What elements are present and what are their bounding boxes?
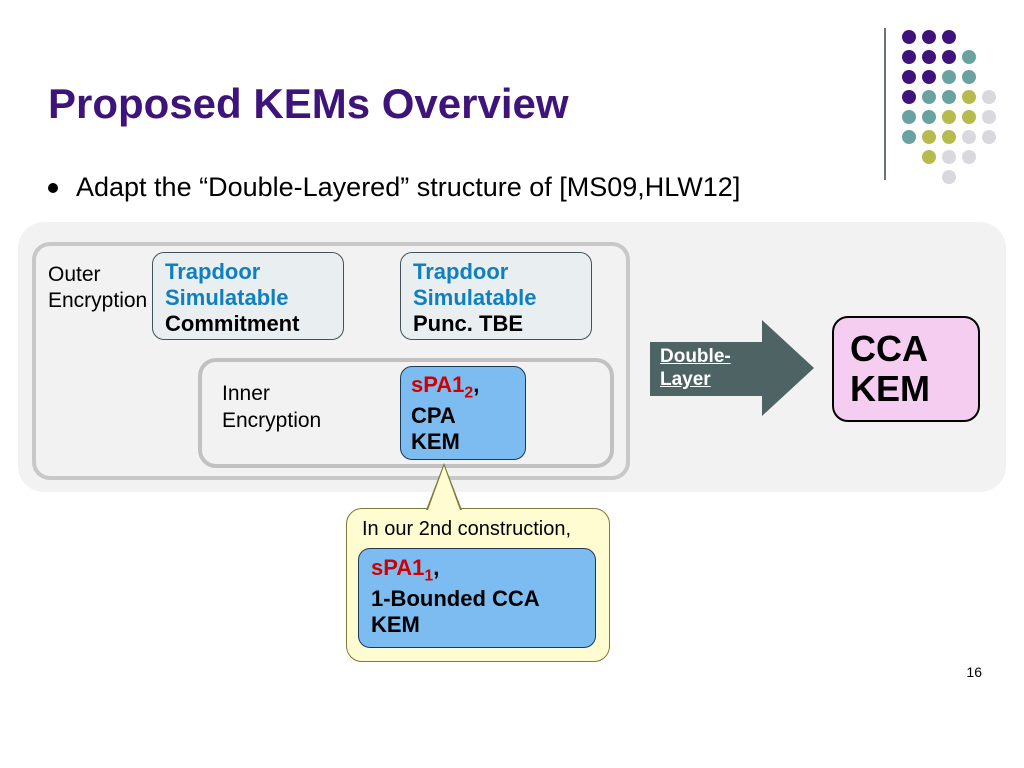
callout-text: In our 2nd construction, (362, 518, 571, 541)
vertical-divider (884, 28, 886, 180)
decoration-dot (922, 150, 936, 164)
decoration-dot (902, 110, 916, 124)
decoration-dot (942, 50, 956, 64)
decoration-dot (902, 30, 916, 44)
decoration-dot (902, 90, 916, 104)
decoration-dot (962, 150, 976, 164)
inner-encryption-label: InnerEncryption (222, 380, 321, 435)
cpa-kem-box: sPA12, CPA KEM (400, 366, 526, 460)
bullet-text: Adapt the “Double-Layered” structure of … (76, 172, 740, 203)
page-number: 16 (966, 664, 982, 680)
decoration-dot (942, 150, 956, 164)
slide-title: Proposed KEMs Overview (48, 80, 569, 128)
decoration-dot (962, 70, 976, 84)
decoration-dot (922, 90, 936, 104)
decoration-dot (942, 130, 956, 144)
decoration-dot (902, 70, 916, 84)
decoration-dot (902, 130, 916, 144)
decoration-dot (942, 110, 956, 124)
arrow-label: Double-Layer (660, 346, 731, 392)
decoration-dot (922, 30, 936, 44)
decoration-dot (982, 90, 996, 104)
decoration-dot (982, 110, 996, 124)
decoration-dot (942, 70, 956, 84)
bounded-cca-kem-box: sPA11, 1-Bounded CCA KEM (358, 548, 596, 648)
bullet-dot-icon (48, 183, 58, 193)
decoration-dot (962, 90, 976, 104)
decoration-dot (942, 30, 956, 44)
commitment-box: Trapdoor Simulatable Commitment (152, 252, 344, 340)
decoration-dot (922, 130, 936, 144)
decoration-dot (942, 170, 956, 184)
decoration-dot (982, 130, 996, 144)
arrow-head-icon (762, 320, 814, 416)
decoration-dot (942, 90, 956, 104)
punc-tbe-box: Trapdoor Simulatable Punc. TBE (400, 252, 592, 340)
decoration-dot (922, 110, 936, 124)
decoration-dot (962, 130, 976, 144)
decoration-dot (962, 110, 976, 124)
callout-tail-icon (428, 466, 460, 510)
decoration-dot (902, 50, 916, 64)
decoration-dot (962, 50, 976, 64)
decoration-dot (922, 70, 936, 84)
bullet-item: Adapt the “Double-Layered” structure of … (48, 172, 740, 203)
decoration-dot (922, 50, 936, 64)
cca-kem-box: CCA KEM (832, 316, 980, 422)
outer-encryption-label: OuterEncryption (48, 262, 147, 315)
